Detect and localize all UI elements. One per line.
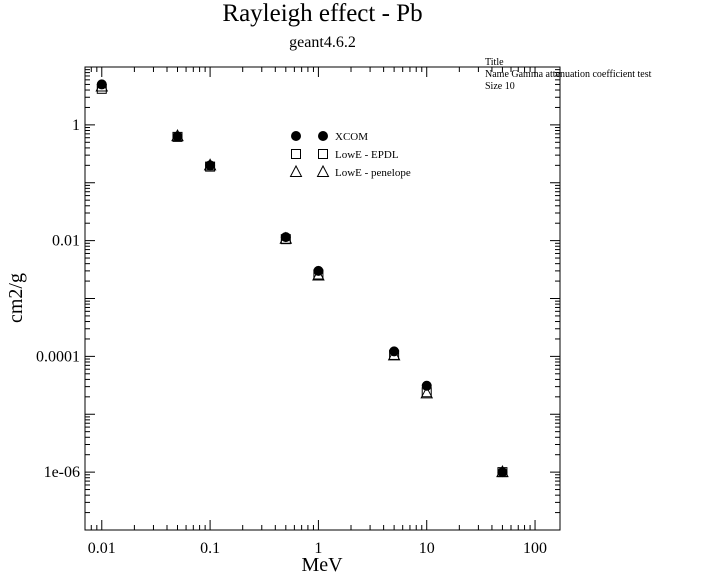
series-2-point <box>172 131 183 142</box>
legend-marker <box>316 164 330 177</box>
series-1-point <box>389 346 400 357</box>
legend-box <box>286 126 442 183</box>
x-tick-label: 0.01 <box>88 540 116 557</box>
x-tick-label: 10 <box>419 540 435 557</box>
chart-subtitle: geant4.6.2 <box>289 34 356 51</box>
chart-title: Rayleigh effect - Pb <box>222 0 423 27</box>
y-tick-label: 1 <box>72 117 80 134</box>
x-tick-label: 0.1 <box>200 540 220 557</box>
legend-marker <box>291 131 301 141</box>
stats-box: Title Name Gamma attenuation coefficient… <box>485 57 651 93</box>
series-3-point <box>496 465 509 478</box>
series-1-point <box>421 380 432 391</box>
x-tick-label: 1 <box>314 540 322 557</box>
series-1-point <box>205 160 216 171</box>
series-1-point <box>313 265 324 276</box>
series-3-point <box>279 231 293 244</box>
series-3-point <box>171 129 184 142</box>
series-3-point <box>203 158 217 171</box>
series-3-point <box>312 268 325 281</box>
legend-marker <box>291 149 301 159</box>
y-tick-label: 1e-06 <box>44 464 80 481</box>
legend-marker <box>318 149 328 159</box>
y-tick-label: 0.01 <box>52 233 80 250</box>
series-3-point <box>387 348 401 361</box>
y-axis-label: cm2/g <box>5 273 27 323</box>
series-3-point <box>95 79 109 92</box>
stats-box-line-1: Title <box>485 57 504 68</box>
series-3-point <box>420 386 434 399</box>
stats-box-line-2: Name Gamma attenuation coefficient test <box>485 69 652 80</box>
y-tick-label: 0.0001 <box>36 348 80 365</box>
legend-label: LowE - EPDL <box>335 149 399 161</box>
series-2-point <box>205 161 216 172</box>
legend: XCOM LowE - EPDL LowE - penelope <box>286 126 442 183</box>
legend-marker <box>318 131 328 141</box>
legend-label: LowE - penelope <box>335 167 411 179</box>
legend-marker <box>289 164 303 177</box>
x-axis-label: MeV <box>301 554 343 574</box>
x-tick-label: 100 <box>523 540 547 557</box>
legend-label: XCOM <box>335 131 368 143</box>
stats-box-line-3: Size 10 <box>485 81 515 92</box>
series-1-point <box>497 467 508 478</box>
